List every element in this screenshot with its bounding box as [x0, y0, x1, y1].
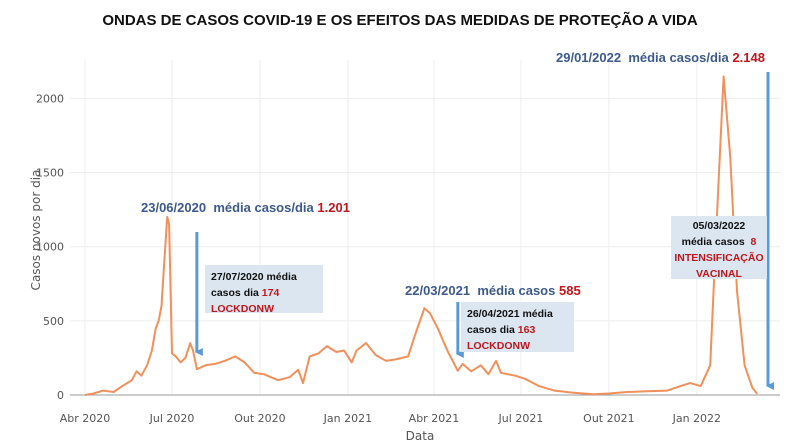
annotation-value: 1.201	[317, 200, 350, 215]
x-tick-label: Abr 2020	[60, 412, 111, 425]
y-tick-label: 1500	[36, 167, 64, 180]
chart-title: ONDAS DE CASOS COVID-19 E OS EFEITOS DAS…	[102, 12, 698, 29]
y-tick-label: 500	[43, 315, 64, 328]
annotation-text: média casos	[477, 283, 556, 298]
y-tick-label: 2000	[36, 92, 64, 105]
x-axis-label: Data	[406, 429, 435, 443]
x-tick-label: Jan 2021	[323, 412, 372, 425]
x-tick-label: Out 2020	[234, 412, 285, 425]
annotation-line: 27/07/2020 média	[211, 271, 297, 283]
annotation-tag: VACINAL	[696, 268, 742, 280]
annotation-tag: LOCKDONW	[211, 303, 274, 315]
y-tick-label: 1000	[36, 241, 64, 254]
annotation-line: média casos	[681, 236, 745, 248]
annotation-value: 2.148	[732, 50, 765, 65]
annotation-box-lockdown-2020: 27/07/2020 média casos dia 174 LOCKDONW	[205, 265, 323, 315]
annotation-text: média casos/dia	[213, 200, 314, 215]
annotation-line: casos dia	[467, 324, 515, 336]
y-axis-label: Casos novos por dia	[29, 170, 43, 291]
annotation-peak-3: 29/01/2022 média casos/dia 2.148	[556, 50, 765, 65]
annotation-value: 174	[261, 287, 280, 299]
x-tick-label: Jan 2022	[672, 412, 721, 425]
annotation-date: 29/01/2022	[556, 50, 622, 65]
annotation-value: 8	[750, 236, 757, 248]
annotation-line: casos dia	[211, 287, 259, 299]
annotation-box-lockdown-2021: 26/04/2021 média casos dia 163 LOCKDONW	[461, 302, 574, 352]
annotation-date: 23/06/2020	[141, 200, 207, 215]
annotation-tag: LOCKDONW	[467, 340, 530, 352]
annotation-text: média casos/dia	[628, 50, 729, 65]
annotation-line: 26/04/2021 média	[467, 308, 553, 320]
x-tick-label: Abr 2021	[409, 412, 460, 425]
annotation-box-vaccination: 05/03/2022 média casos 8 INTENSIFICAÇÃO …	[671, 216, 767, 280]
annotation-line: 05/03/2022	[692, 220, 746, 232]
annotation-peak-2: 22/03/2021 média casos 585	[405, 283, 581, 298]
annotation-date: 22/03/2021	[405, 283, 471, 298]
x-tick-label: Jul 2020	[149, 412, 195, 425]
annotation-value: 585	[558, 283, 581, 298]
annotation-tag: INTENSIFICAÇÃO	[674, 252, 764, 264]
x-tick-label: Out 2021	[583, 412, 634, 425]
x-tick-label: Jul 2021	[498, 412, 544, 425]
y-tick-label: 0	[57, 389, 64, 402]
annotation-peak-1: 23/06/2020 média casos/dia 1.201	[141, 200, 350, 215]
series-line	[84, 75, 758, 396]
annotation-value: 163	[517, 324, 536, 336]
